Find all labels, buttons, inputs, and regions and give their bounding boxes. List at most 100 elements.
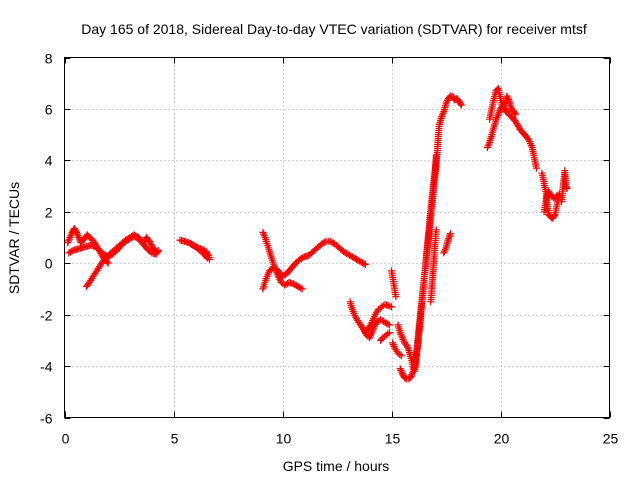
data-point-marker	[446, 230, 454, 238]
data-point-marker	[457, 101, 465, 109]
data-point-marker	[65, 237, 72, 245]
x-tick-label: 10	[276, 431, 292, 447]
data-point-marker	[399, 336, 407, 343]
data-point-marker	[342, 249, 350, 257]
x-tick-label: 25	[603, 431, 619, 447]
data-point-marker	[385, 321, 393, 329]
data-point-marker	[74, 232, 82, 240]
data-point-marker	[398, 368, 406, 376]
data-point-marker	[408, 371, 416, 379]
x-tick-label: 5	[171, 431, 179, 447]
data-point-marker	[152, 248, 160, 256]
data-point-marker	[499, 105, 507, 113]
data-point-marker	[73, 230, 81, 238]
data-point-marker	[67, 232, 75, 240]
data-point-marker	[503, 92, 511, 100]
data-point-marker	[494, 112, 502, 120]
data-point-marker	[499, 103, 507, 111]
y-tick-label: 2	[45, 205, 53, 221]
data-point-marker	[404, 343, 411, 351]
data-point-marker	[553, 192, 560, 200]
data-point-marker	[442, 100, 450, 108]
grid-lines	[64, 57, 610, 418]
x-tick-labels: 0 5 10 15 20 25	[62, 431, 619, 447]
data-point-marker	[202, 253, 210, 261]
data-point-marker	[533, 164, 540, 172]
data-point-marker	[403, 342, 411, 349]
data-point-marker	[514, 122, 522, 130]
data-point-marker	[563, 185, 571, 193]
axis-ticks	[64, 57, 611, 419]
y-tick-label: -4	[40, 359, 53, 375]
data-point-marker	[260, 230, 268, 238]
x-tick-label: 0	[62, 431, 70, 447]
data-point-marker	[438, 111, 446, 119]
data-point-marker	[432, 226, 440, 234]
data-point-marker	[439, 109, 447, 117]
x-tick-label: 20	[494, 431, 510, 447]
data-point-marker	[397, 352, 405, 360]
data-point-marker	[404, 345, 412, 353]
data-points	[64, 84, 571, 383]
data-point-marker	[505, 96, 512, 103]
data-point-marker	[443, 98, 451, 106]
data-point-marker	[494, 110, 502, 118]
data-point-marker	[398, 334, 406, 342]
data-point-marker	[514, 121, 521, 129]
data-point-marker	[550, 212, 558, 220]
data-point-marker	[483, 144, 491, 151]
chart-title: Day 165 of 2018, Sidereal Day-to-day VTE…	[81, 21, 587, 37]
data-point-marker	[151, 246, 159, 254]
data-point-marker	[441, 246, 449, 253]
data-point-marker	[75, 234, 83, 241]
data-point-marker	[398, 332, 406, 340]
data-point-marker	[64, 239, 72, 247]
y-tick-label: -2	[40, 308, 53, 324]
data-point-marker	[457, 100, 464, 108]
data-point-marker	[146, 237, 153, 245]
data-point-marker	[297, 284, 305, 292]
data-point-marker	[299, 254, 307, 262]
y-axis-label: SDTVAR / TECUs	[6, 182, 22, 294]
y-tick-label: -6	[40, 411, 53, 427]
data-point-marker	[511, 109, 519, 117]
data-point-marker	[392, 293, 400, 301]
data-point-marker	[438, 113, 446, 121]
data-point-marker	[384, 320, 392, 328]
data-point-marker	[512, 110, 520, 118]
data-point-marker	[397, 366, 405, 374]
data-point-marker	[298, 285, 306, 293]
y-tick-labels: -6 -4 -2 0 2 4 6 8	[40, 51, 53, 427]
data-point-marker	[259, 228, 267, 236]
data-point-marker	[384, 302, 392, 310]
data-point-marker	[493, 114, 501, 121]
data-point-marker	[146, 239, 154, 247]
data-point-marker	[385, 329, 393, 337]
data-point-marker	[440, 249, 448, 257]
data-point-marker	[500, 102, 508, 109]
data-point-marker	[72, 227, 80, 235]
data-point-marker	[396, 351, 404, 358]
data-point-marker	[484, 142, 492, 150]
data-point-marker	[409, 369, 417, 377]
plot-frame	[64, 57, 610, 418]
data-point-marker	[388, 303, 395, 311]
data-point-marker	[365, 323, 373, 331]
y-tick-label: 8	[45, 51, 53, 67]
x-tick-label: 15	[385, 431, 401, 447]
data-point-marker	[492, 115, 500, 123]
y-tick-label: 6	[45, 102, 53, 118]
data-point-marker	[485, 140, 493, 148]
data-point-marker	[104, 259, 112, 267]
data-point-marker	[260, 232, 268, 240]
data-point-marker	[66, 234, 74, 241]
y-tick-label: 0	[45, 256, 53, 272]
data-point-marker	[361, 261, 369, 268]
data-point-marker	[389, 339, 397, 347]
data-point-marker	[504, 94, 512, 102]
data-point-marker	[360, 260, 368, 268]
data-point-marker	[397, 330, 405, 338]
data-point-marker	[203, 254, 211, 262]
y-tick-label: 4	[45, 153, 53, 169]
